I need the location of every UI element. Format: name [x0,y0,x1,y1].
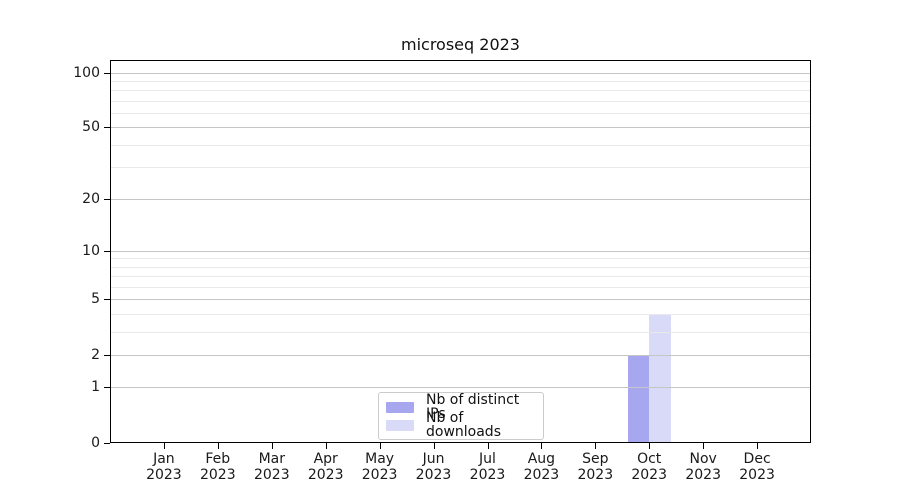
legend-swatch-downloads [386,419,414,431]
legend: Nb of distinct IPs Nb of downloads [378,392,544,440]
bar [627,354,650,442]
legend-label-downloads: Nb of downloads [426,410,501,440]
legend-label-distinct-ips: Nb of distinct IPs [426,392,520,422]
bar [649,313,671,442]
legend-item-downloads: Nb of downloads [386,411,537,439]
legend-swatch-distinct-ips [386,401,414,413]
legend-item-distinct-ips: Nb of distinct IPs [386,393,537,421]
chart-title: microseq 2023 [401,35,520,54]
